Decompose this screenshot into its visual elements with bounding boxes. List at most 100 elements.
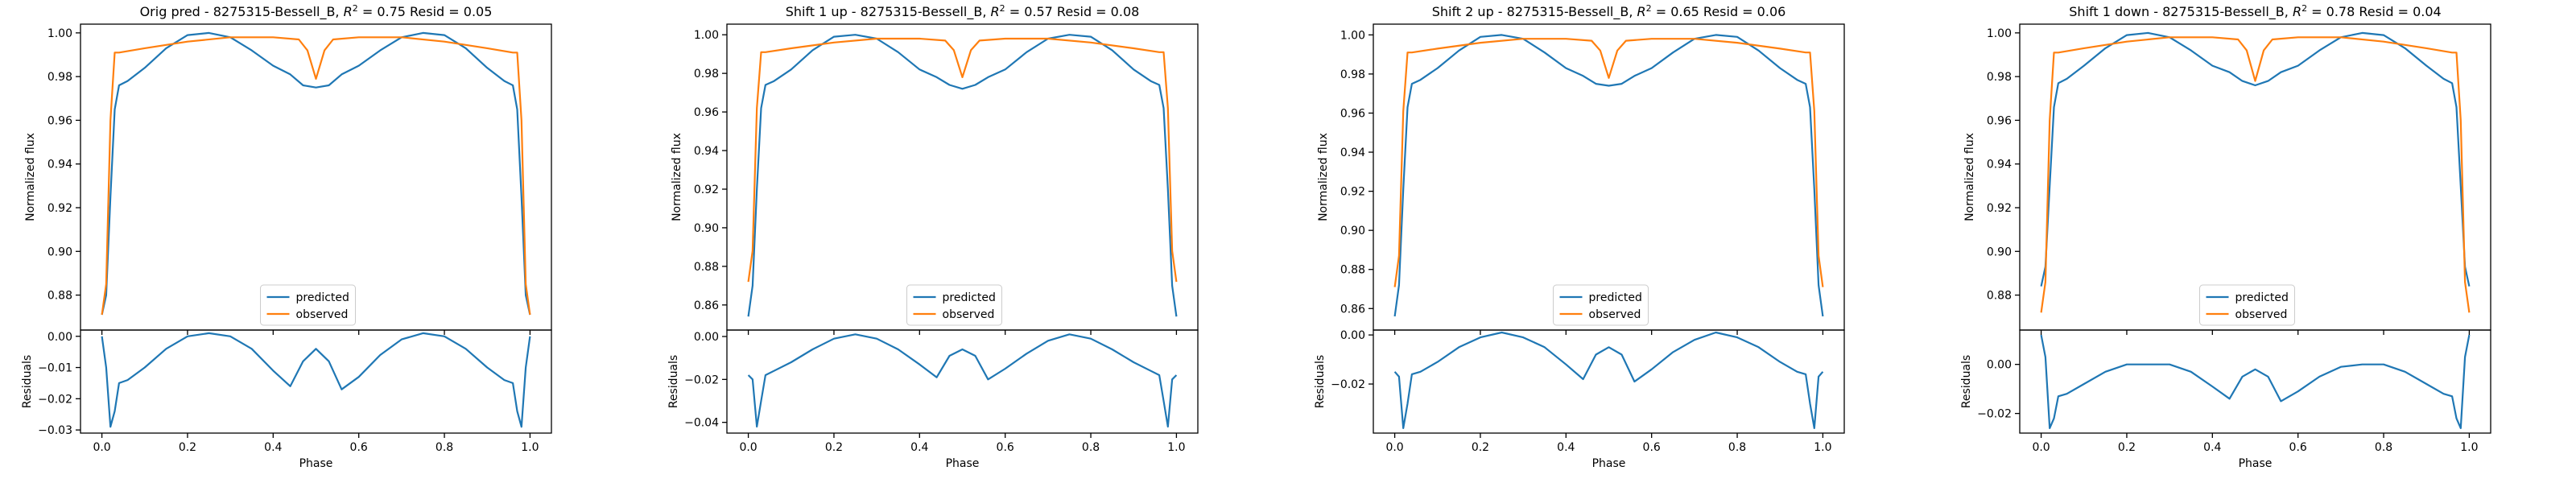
- x-tick-label: 0.6: [2289, 441, 2307, 454]
- x-tick-label: 0.2: [1472, 441, 1489, 454]
- x-tick-label: 0.4: [1557, 441, 1575, 454]
- x-tick-label: 1.0: [1814, 441, 1831, 454]
- main-axes-frame: [726, 23, 1199, 331]
- y-axis-label: Normalized flux: [1963, 133, 1976, 221]
- y-tick-label: −0.03: [38, 424, 72, 437]
- x-tick-label: 0.0: [739, 441, 757, 454]
- x-tick-label: 0.2: [179, 441, 196, 454]
- series-line-predicted: [747, 34, 1178, 317]
- y-tick-label: 0.92: [694, 184, 719, 196]
- chart-panel-4: Shift 1 down - 8275315-Bessell_B, R2 = 0…: [1960, 3, 2491, 470]
- y-tick-label: 0.00: [1340, 329, 1365, 342]
- residual-axes-frame: [2019, 329, 2491, 434]
- y-tick-label: 0.88: [47, 290, 72, 303]
- series-line-predicted: [2040, 31, 2471, 287]
- x-tick-label: 0.2: [825, 441, 843, 454]
- legend: predicted observed: [1553, 284, 1649, 326]
- chart-panel-1: Orig pred - 8275315-Bessell_B, R2 = 0.75…: [21, 3, 552, 470]
- main-axes-frame: [80, 23, 552, 331]
- y-tick-label: 1.00: [1340, 29, 1365, 42]
- x-tick-label: 1.0: [521, 441, 539, 454]
- y-tick-label: 0.90: [1340, 225, 1365, 237]
- series-line-predicted: [101, 31, 531, 316]
- series-line-observed: [2040, 36, 2471, 313]
- series-line-residuals: [101, 332, 531, 428]
- legend-label-observed: observed: [1589, 308, 1641, 321]
- x-tick-label: 1.0: [2460, 441, 2478, 454]
- legend: predicted observed: [906, 284, 1002, 326]
- y-tick-label: 0.90: [47, 246, 72, 258]
- series-line-residuals: [2040, 334, 2471, 429]
- y-tick-label: 0.00: [694, 331, 719, 344]
- y-tick-label: 0.94: [1340, 147, 1365, 159]
- legend-box: [2199, 284, 2295, 326]
- y-tick-label: −0.02: [1331, 378, 1365, 391]
- x-tick-label: 0.6: [350, 441, 368, 454]
- series-line-residuals: [1393, 331, 1824, 429]
- legend-label-predicted: predicted: [943, 291, 996, 304]
- chart-title: Orig pred - 8275315-Bessell_B, R2 = 0.75…: [140, 3, 493, 20]
- y-axis-label: Residuals: [667, 355, 680, 408]
- chart-panel-3: Shift 2 up - 8275315-Bessell_B, R2 = 0.6…: [1314, 3, 1845, 470]
- y-tick-label: −0.02: [1977, 408, 2012, 421]
- y-tick-label: −0.01: [38, 362, 72, 375]
- x-tick-label: 0.8: [1728, 441, 1746, 454]
- y-axis-label: Normalized flux: [671, 133, 683, 221]
- x-tick-label: 0.8: [1082, 441, 1100, 454]
- legend-box: [906, 284, 1002, 326]
- series-line-observed: [101, 36, 531, 316]
- x-tick-label: 0.4: [2203, 441, 2221, 454]
- legend-box: [1553, 284, 1649, 326]
- y-tick-label: 0.92: [1340, 186, 1365, 199]
- chart-title: Shift 1 down - 8275315-Bessell_B, R2 = 0…: [2069, 3, 2441, 20]
- residual-axes-frame: [80, 329, 552, 434]
- y-tick-label: 0.88: [1987, 290, 2012, 303]
- y-axis-label: Residuals: [1314, 355, 1327, 408]
- legend-label-predicted: predicted: [1589, 291, 1642, 304]
- x-tick-label: 0.6: [1643, 441, 1661, 454]
- legend-label-predicted: predicted: [296, 291, 349, 304]
- y-axis-label: Normalized flux: [24, 133, 37, 221]
- main-axes-frame: [2019, 23, 2491, 331]
- x-tick-label: 0.8: [2375, 441, 2392, 454]
- y-tick-label: 0.00: [47, 331, 72, 344]
- x-tick-label: 0.0: [1385, 441, 1403, 454]
- x-tick-label: 0.0: [2032, 441, 2050, 454]
- y-tick-label: 0.92: [47, 202, 72, 215]
- y-tick-label: 0.98: [47, 71, 72, 84]
- main-axes-frame: [1373, 23, 1845, 331]
- y-tick-label: 0.94: [1987, 159, 2012, 171]
- y-tick-label: 0.96: [1987, 114, 2012, 127]
- legend-label-predicted: predicted: [2235, 291, 2289, 304]
- y-tick-label: 0.00: [1987, 359, 2012, 372]
- x-tick-label: 0.4: [264, 441, 282, 454]
- x-tick-label: 0.2: [2118, 441, 2136, 454]
- x-axis-label: Phase: [2239, 457, 2273, 470]
- x-axis-label: Phase: [299, 457, 333, 470]
- legend-label-observed: observed: [296, 308, 349, 321]
- y-axis-label: Residuals: [1960, 355, 1973, 408]
- x-tick-label: 0.8: [436, 441, 453, 454]
- x-axis-label: Phase: [1592, 457, 1626, 470]
- y-tick-label: 0.94: [47, 159, 72, 171]
- chart-panel-2: Shift 1 up - 8275315-Bessell_B, R2 = 0.5…: [667, 3, 1199, 470]
- series-line-observed: [1393, 38, 1824, 287]
- legend-label-observed: observed: [2235, 308, 2288, 321]
- series-line-observed: [747, 37, 1178, 283]
- y-tick-label: 0.98: [694, 68, 719, 80]
- legend: predicted observed: [2199, 284, 2295, 326]
- residual-axes-frame: [1373, 329, 1845, 434]
- y-axis-label: Normalized flux: [1317, 133, 1330, 221]
- y-tick-label: 0.90: [694, 222, 719, 235]
- x-tick-label: 1.0: [1167, 441, 1185, 454]
- x-tick-label: 0.6: [997, 441, 1014, 454]
- y-tick-label: −0.02: [684, 374, 719, 386]
- y-tick-label: 0.96: [1340, 107, 1365, 120]
- y-tick-label: 0.98: [1340, 68, 1365, 81]
- y-tick-label: 0.88: [694, 261, 719, 274]
- y-tick-label: 1.00: [1987, 27, 2012, 40]
- y-tick-label: 0.98: [1987, 71, 2012, 84]
- legend-box: [260, 284, 356, 326]
- y-tick-label: −0.04: [684, 417, 719, 430]
